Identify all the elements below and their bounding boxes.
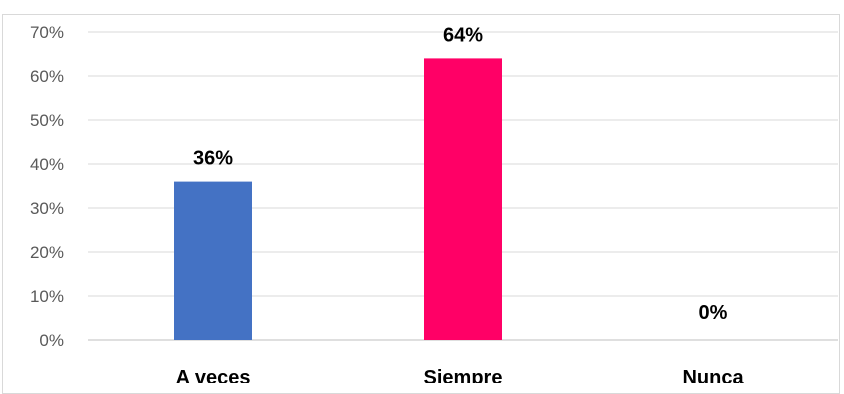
data-label: 36% (193, 148, 233, 170)
y-tick-label: 30% (30, 199, 64, 218)
category-label: Siempre (424, 367, 503, 383)
data-label: 0% (699, 302, 728, 324)
data-label: 64% (443, 24, 483, 46)
y-tick-label: 60% (30, 67, 64, 86)
y-tick-label: 20% (30, 243, 64, 262)
bar-siempre (424, 58, 502, 341)
chart-frame (2, 14, 840, 394)
category-label: A veces (176, 367, 251, 383)
bar-a-veces (174, 181, 252, 340)
y-tick-label: 50% (30, 111, 64, 130)
y-tick-label: 0% (39, 331, 64, 350)
y-tick-label: 40% (30, 155, 64, 174)
y-tick-label: 10% (30, 287, 64, 306)
bar-chart: 0% 10% 20% 30% 40% 50% 60% 70% 36% A veces 64% Siem… (30, 23, 838, 383)
category-label: Nunca (682, 367, 744, 383)
y-tick-label: 70% (30, 23, 64, 42)
